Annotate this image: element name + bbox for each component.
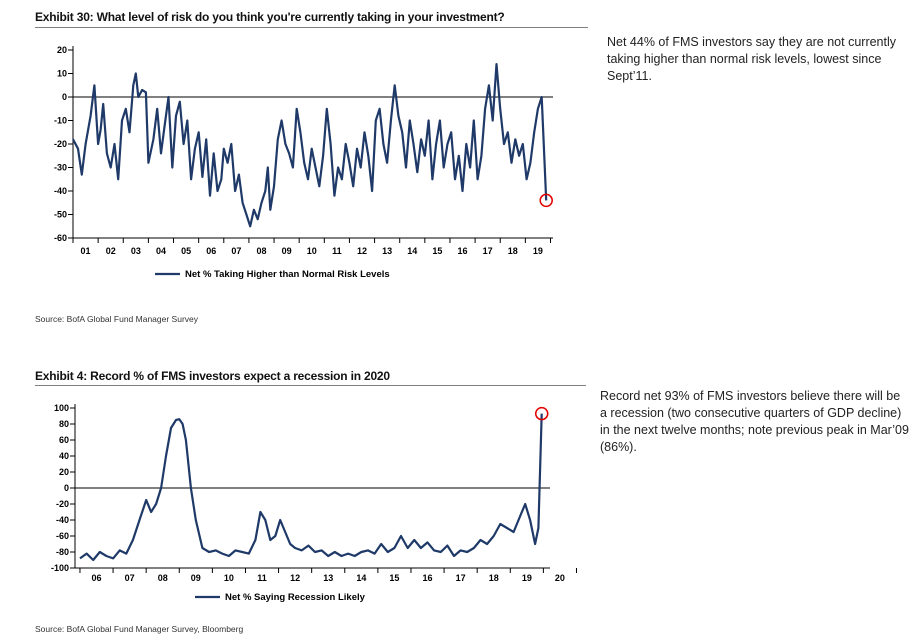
exhibit-30-title-rule bbox=[35, 27, 588, 28]
y-tick-label: 100 bbox=[54, 403, 69, 413]
y-tick-label: -10 bbox=[54, 116, 67, 126]
series-line bbox=[72, 62, 548, 228]
y-tick-label: 10 bbox=[57, 69, 67, 79]
y-tick-label: -20 bbox=[56, 499, 69, 509]
y-tick-label: -50 bbox=[54, 210, 67, 220]
y-tick-label: -40 bbox=[54, 186, 67, 196]
legend-label: Net % Saying Recession Likely bbox=[225, 592, 366, 603]
x-tick-label: 15 bbox=[389, 573, 399, 583]
highlight-circle bbox=[534, 406, 549, 421]
y-tick-label: -20 bbox=[54, 139, 67, 149]
y-tick-label: 0 bbox=[64, 483, 69, 493]
x-tick-label: 07 bbox=[125, 573, 135, 583]
highlight-circle bbox=[539, 193, 553, 208]
x-tick-label: 11 bbox=[257, 573, 267, 583]
y-tick-label: 40 bbox=[59, 451, 69, 461]
x-tick-label: 12 bbox=[357, 246, 367, 256]
x-tick-label: 12 bbox=[290, 573, 300, 583]
y-tick-label: -60 bbox=[56, 531, 69, 541]
x-tick-label: 10 bbox=[307, 246, 317, 256]
x-tick-label: 08 bbox=[256, 246, 266, 256]
x-tick-label: 01 bbox=[81, 246, 91, 256]
x-tick-label: 08 bbox=[158, 573, 168, 583]
y-tick-label: -80 bbox=[56, 547, 69, 557]
exhibit-30: Exhibit 30: What level of risk do you th… bbox=[35, 10, 897, 324]
x-tick-label: 18 bbox=[489, 573, 499, 583]
exhibit-4-title-rule bbox=[35, 385, 586, 386]
x-tick-label: 16 bbox=[458, 246, 468, 256]
exhibit-4-note: Record net 93% of FMS investors believe … bbox=[600, 389, 909, 454]
y-tick-label: -60 bbox=[54, 233, 67, 243]
x-tick-label: 07 bbox=[231, 246, 241, 256]
x-tick-label: 03 bbox=[131, 246, 141, 256]
x-tick-label: 05 bbox=[181, 246, 191, 256]
y-tick-label: 80 bbox=[59, 419, 69, 429]
x-tick-label: 15 bbox=[432, 246, 442, 256]
exhibit-30-source: Source: BofA Global Fund Manager Survey bbox=[35, 314, 199, 324]
x-tick-label: 02 bbox=[106, 246, 116, 256]
x-tick-label: 17 bbox=[483, 246, 493, 256]
x-tick-label: 16 bbox=[423, 573, 433, 583]
x-tick-label: 09 bbox=[191, 573, 201, 583]
x-tick-label: 06 bbox=[206, 246, 216, 256]
series-line bbox=[79, 413, 543, 562]
exhibit-4-title: Exhibit 4: Record % of FMS investors exp… bbox=[35, 369, 390, 383]
x-tick-label: 19 bbox=[522, 573, 532, 583]
y-tick-label: -100 bbox=[51, 563, 69, 573]
exhibit-30-title: Exhibit 30: What level of risk do you th… bbox=[35, 10, 505, 24]
exhibit-30-note: Net 44% of FMS investors say they are no… bbox=[607, 35, 897, 83]
exhibit-4-source: Source: BofA Global Fund Manager Survey,… bbox=[35, 624, 244, 634]
x-tick-label: 13 bbox=[323, 573, 333, 583]
x-tick-label: 11 bbox=[332, 246, 342, 256]
y-tick-label: 60 bbox=[59, 435, 69, 445]
x-tick-label: 18 bbox=[508, 246, 518, 256]
x-tick-label: 09 bbox=[282, 246, 292, 256]
x-tick-label: 04 bbox=[156, 246, 166, 256]
x-tick-label: 10 bbox=[224, 573, 234, 583]
x-tick-label: 13 bbox=[382, 246, 392, 256]
y-tick-label: -30 bbox=[54, 163, 67, 173]
recession-expectations-chart: 100 80 60 40 20 0 -20 -40 -60 -80 -100 06 07 08 09 10 11… bbox=[51, 403, 577, 603]
risk-level-chart: 20 10 0 -10 -20 -30 -40 -50 -60 01 02 03 04 05 06 07 08 0… bbox=[54, 45, 553, 280]
y-tick-label: 20 bbox=[57, 45, 67, 55]
legend-label: Net % Taking Higher than Normal Risk Lev… bbox=[185, 269, 390, 280]
y-tick-label: 20 bbox=[59, 467, 69, 477]
x-tick-label: 20 bbox=[555, 573, 565, 583]
y-tick-label: 0 bbox=[62, 92, 67, 102]
x-tick-label: 14 bbox=[356, 573, 366, 583]
x-tick-label: 17 bbox=[456, 573, 466, 583]
x-tick-label: 14 bbox=[407, 246, 417, 256]
x-tick-label: 06 bbox=[92, 573, 102, 583]
x-tick-label: 19 bbox=[533, 246, 543, 256]
y-tick-label: -40 bbox=[56, 515, 69, 525]
